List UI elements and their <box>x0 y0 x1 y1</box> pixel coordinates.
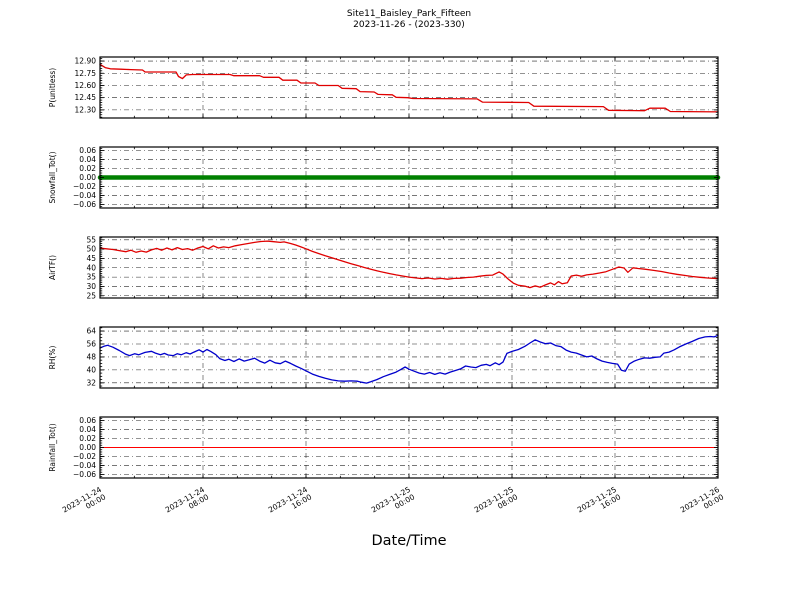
chart-title-block: Site11_Baisley_Park_Fifteen 2023-11-26 -… <box>100 9 718 31</box>
subplot-p-unitless: 12.90 12.75 12.60 12.45 12.30 P(unitless) <box>48 56 719 119</box>
y-tick-label: 64 <box>86 327 96 336</box>
x-tick-label: 2023-11-2516:00 <box>576 485 623 522</box>
x-tick-label: 2023-11-2600:00 <box>679 485 726 522</box>
y-tick-label: −0.06 <box>73 200 96 209</box>
y-tick-label: −0.02 <box>73 452 96 461</box>
y-axis-label-rh: RH(%) <box>48 346 57 370</box>
y-tick-label: −0.04 <box>73 191 96 200</box>
y-tick-label: 40 <box>86 365 96 374</box>
y-tick-label: 0.02 <box>79 164 96 173</box>
y-tick-label: 0.04 <box>79 425 96 434</box>
y-tick-label: −0.04 <box>73 461 96 470</box>
y-tick-label: 45 <box>86 254 96 263</box>
y-tick-label: 12.45 <box>75 93 97 102</box>
y-tick-label: 0.02 <box>79 434 96 443</box>
x-tick-label: 2023-11-2500:00 <box>370 485 417 522</box>
y-tick-label: 12.75 <box>75 69 97 78</box>
y-tick-label: 25 <box>86 291 96 300</box>
subplot-snowfall: 0.060.040.020.00−0.02−0.04−0.06 Snowfall_… <box>48 146 721 209</box>
y-tick-label: 35 <box>86 273 96 282</box>
y-tick-label: −0.06 <box>73 470 96 479</box>
y-tick-label: 0.00 <box>79 443 96 452</box>
y-axis-label-rainfall: Rainfall_Tot() <box>48 423 57 471</box>
y-tick-label: 30 <box>86 282 96 291</box>
y-tick-label: 0.06 <box>79 416 96 425</box>
y-tick-label: 0.04 <box>79 155 96 164</box>
y-tick-label: 0.06 <box>79 146 96 155</box>
y-tick-label: 12.90 <box>75 57 97 66</box>
y-tick-label: 50 <box>86 245 96 254</box>
chart-subtitle: 2023-11-26 - (2023-330) <box>353 20 465 30</box>
x-tick-labels: 2023-11-2400:00 2023-11-2408:00 2023-11-24… <box>61 485 726 522</box>
y-axis-label-p-unitless: P(unitless) <box>48 68 57 107</box>
y-tick-label: 12.30 <box>75 105 97 114</box>
series-line-p-unitless <box>99 63 719 113</box>
x-tick-label: 2023-11-2416:00 <box>267 485 314 522</box>
subplot-rainfall: 0.060.040.020.00−0.02−0.04−0.06 Rainfall_… <box>48 416 719 479</box>
x-tick-label: 2023-11-2408:00 <box>164 485 211 522</box>
y-tick-label: 55 <box>86 235 96 244</box>
y-axis-label-snowfall: Snowfall_Tot() <box>48 151 57 203</box>
y-tick-label: 56 <box>86 339 96 348</box>
subplot-rh: 64 56 48 40 32 RH(%) <box>48 326 719 389</box>
y-tick-label: −0.02 <box>73 182 96 191</box>
x-tick-label: 2023-11-2400:00 <box>61 485 108 522</box>
chart-title: Site11_Baisley_Park_Fifteen <box>346 9 472 19</box>
y-axis-label-airtf: AirTF() <box>48 255 57 280</box>
y-tick-label: 0.00 <box>79 173 96 182</box>
y-tick-label: 32 <box>86 378 96 387</box>
y-tick-label: 40 <box>86 263 96 272</box>
y-tick-label: 48 <box>86 352 96 361</box>
y-tick-label: 12.60 <box>75 81 97 90</box>
x-tick-label: 2023-11-2508:00 <box>473 485 520 522</box>
series-line-rh <box>99 334 719 384</box>
x-axis-label: Date/Time <box>371 533 447 549</box>
series-line-airtf <box>99 240 719 289</box>
